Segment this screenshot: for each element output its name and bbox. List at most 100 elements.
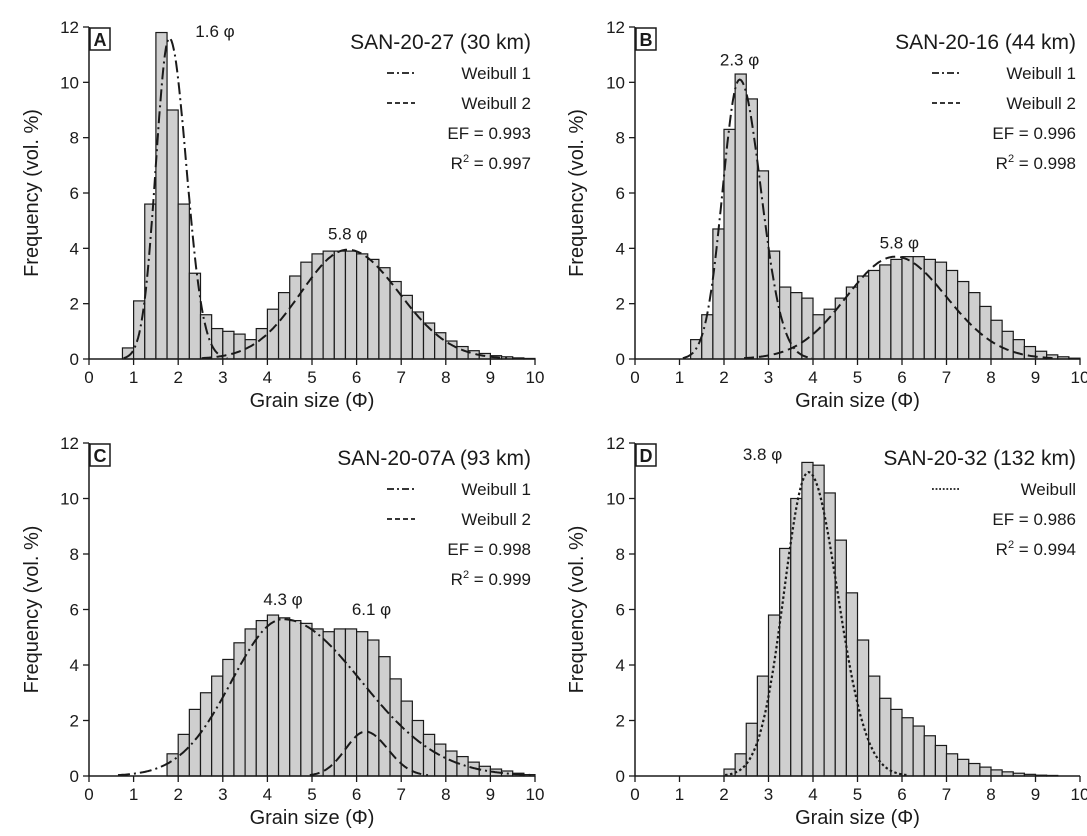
histogram-bar (188, 708, 202, 777)
x-axis-label: Grain size (Φ) (795, 807, 920, 829)
histogram-bar (734, 73, 747, 360)
histogram-bar (255, 327, 268, 360)
y-tick-label: 2 (70, 712, 79, 731)
legend-label: Weibull 2 (461, 94, 531, 113)
x-axis-label: Grain size (Φ) (250, 807, 375, 829)
histogram-bar (277, 292, 291, 360)
histogram-bar (979, 305, 992, 360)
x-tick-label: 4 (808, 785, 817, 804)
histogram-bar (367, 639, 380, 777)
x-tick-label: 0 (84, 785, 93, 804)
histogram-bar (968, 762, 981, 777)
histogram-bar (901, 256, 914, 360)
histogram-bar (812, 464, 825, 777)
histogram-bar (289, 619, 302, 777)
x-tick-label: 2 (173, 368, 182, 387)
y-tick-label: 6 (616, 184, 625, 203)
r2-value: R2 = 0.997 (451, 153, 531, 173)
y-tick-label: 12 (606, 18, 625, 37)
y-tick-label: 10 (60, 73, 79, 92)
histogram-bar (356, 631, 369, 777)
histogram-bar (934, 744, 948, 777)
x-tick-label: 8 (441, 785, 450, 804)
x-tick-label: 7 (942, 368, 951, 387)
histogram-bar (478, 765, 491, 777)
x-tick-label: 5 (307, 368, 316, 387)
peak-label: 1.6 φ (195, 22, 234, 41)
histogram-bar (211, 327, 224, 360)
histogram-bar (801, 297, 814, 360)
x-tick-label: 4 (263, 785, 272, 804)
histogram-bar (445, 750, 458, 777)
histogram-bar (344, 628, 358, 777)
histogram-bar (945, 269, 959, 360)
histogram-bar (856, 275, 870, 360)
x-tick-label: 3 (218, 785, 227, 804)
y-tick-label: 10 (60, 490, 79, 509)
fit-curve-weibull-1 (682, 78, 813, 360)
histogram-bar (879, 264, 892, 360)
legend-label: Weibull (1021, 480, 1076, 499)
x-tick-label: 3 (764, 368, 773, 387)
x-tick-label: 0 (630, 368, 639, 387)
panel-label: C (94, 446, 107, 466)
histogram-bar (367, 258, 380, 360)
ef-value: EF = 0.998 (447, 540, 531, 559)
peak-label: 5.8 φ (328, 225, 367, 244)
histogram-bar (979, 766, 992, 777)
histogram-bar (790, 292, 803, 360)
histogram-bar (834, 539, 847, 777)
y-tick-label: 2 (70, 295, 79, 314)
legend-label: Weibull 2 (461, 510, 531, 529)
x-tick-label: 9 (486, 368, 495, 387)
histogram-bar (801, 461, 814, 777)
x-tick-label: 4 (263, 368, 272, 387)
x-tick-label: 5 (853, 785, 862, 804)
histogram-bar (957, 758, 970, 777)
histogram-bar (199, 314, 213, 360)
y-tick-label: 6 (70, 601, 79, 620)
x-tick-label: 10 (1071, 785, 1087, 804)
histogram-bar (300, 261, 313, 360)
x-tick-label: 6 (897, 368, 906, 387)
histogram-bar (845, 592, 859, 777)
fit-curve-weibull-1 (123, 36, 228, 360)
y-tick-label: 6 (70, 184, 79, 203)
histogram-bar (266, 308, 280, 360)
histogram-bar (745, 722, 758, 777)
panel-title: SAN-20-16 (44 km) (895, 31, 1076, 54)
histogram-bar (901, 717, 914, 777)
x-tick-label: 3 (218, 368, 227, 387)
histogram-bar (856, 639, 870, 777)
y-tick-label: 0 (616, 767, 625, 786)
histogram-bar (1001, 330, 1014, 360)
x-tick-label: 6 (352, 785, 361, 804)
histogram-bar (912, 725, 925, 777)
y-tick-label: 10 (606, 490, 625, 509)
panel-title: SAN-20-07A (93 km) (337, 447, 531, 470)
x-tick-label: 1 (675, 785, 684, 804)
fit-curve-weibull-1 (117, 618, 535, 777)
histogram-bar (890, 708, 903, 777)
x-tick-label: 8 (986, 368, 995, 387)
legend-label: Weibull 2 (1006, 94, 1076, 113)
histogram-bar (233, 333, 246, 360)
histogram-bar (1012, 339, 1025, 360)
y-tick-label: 12 (60, 434, 79, 453)
ef-value: EF = 0.986 (992, 510, 1076, 529)
fit-curve-weibull-2 (309, 730, 429, 777)
x-tick-label: 1 (129, 785, 138, 804)
x-tick-label: 9 (1031, 368, 1040, 387)
histogram-bar (411, 719, 425, 777)
histogram-bars (723, 461, 1059, 777)
histogram-bar (934, 261, 948, 360)
y-tick-label: 4 (70, 239, 79, 258)
histogram-bar (311, 628, 324, 777)
x-tick-label: 5 (307, 785, 316, 804)
histogram-bar (322, 631, 335, 777)
y-tick-label: 6 (616, 601, 625, 620)
histogram-bar (990, 769, 1003, 777)
